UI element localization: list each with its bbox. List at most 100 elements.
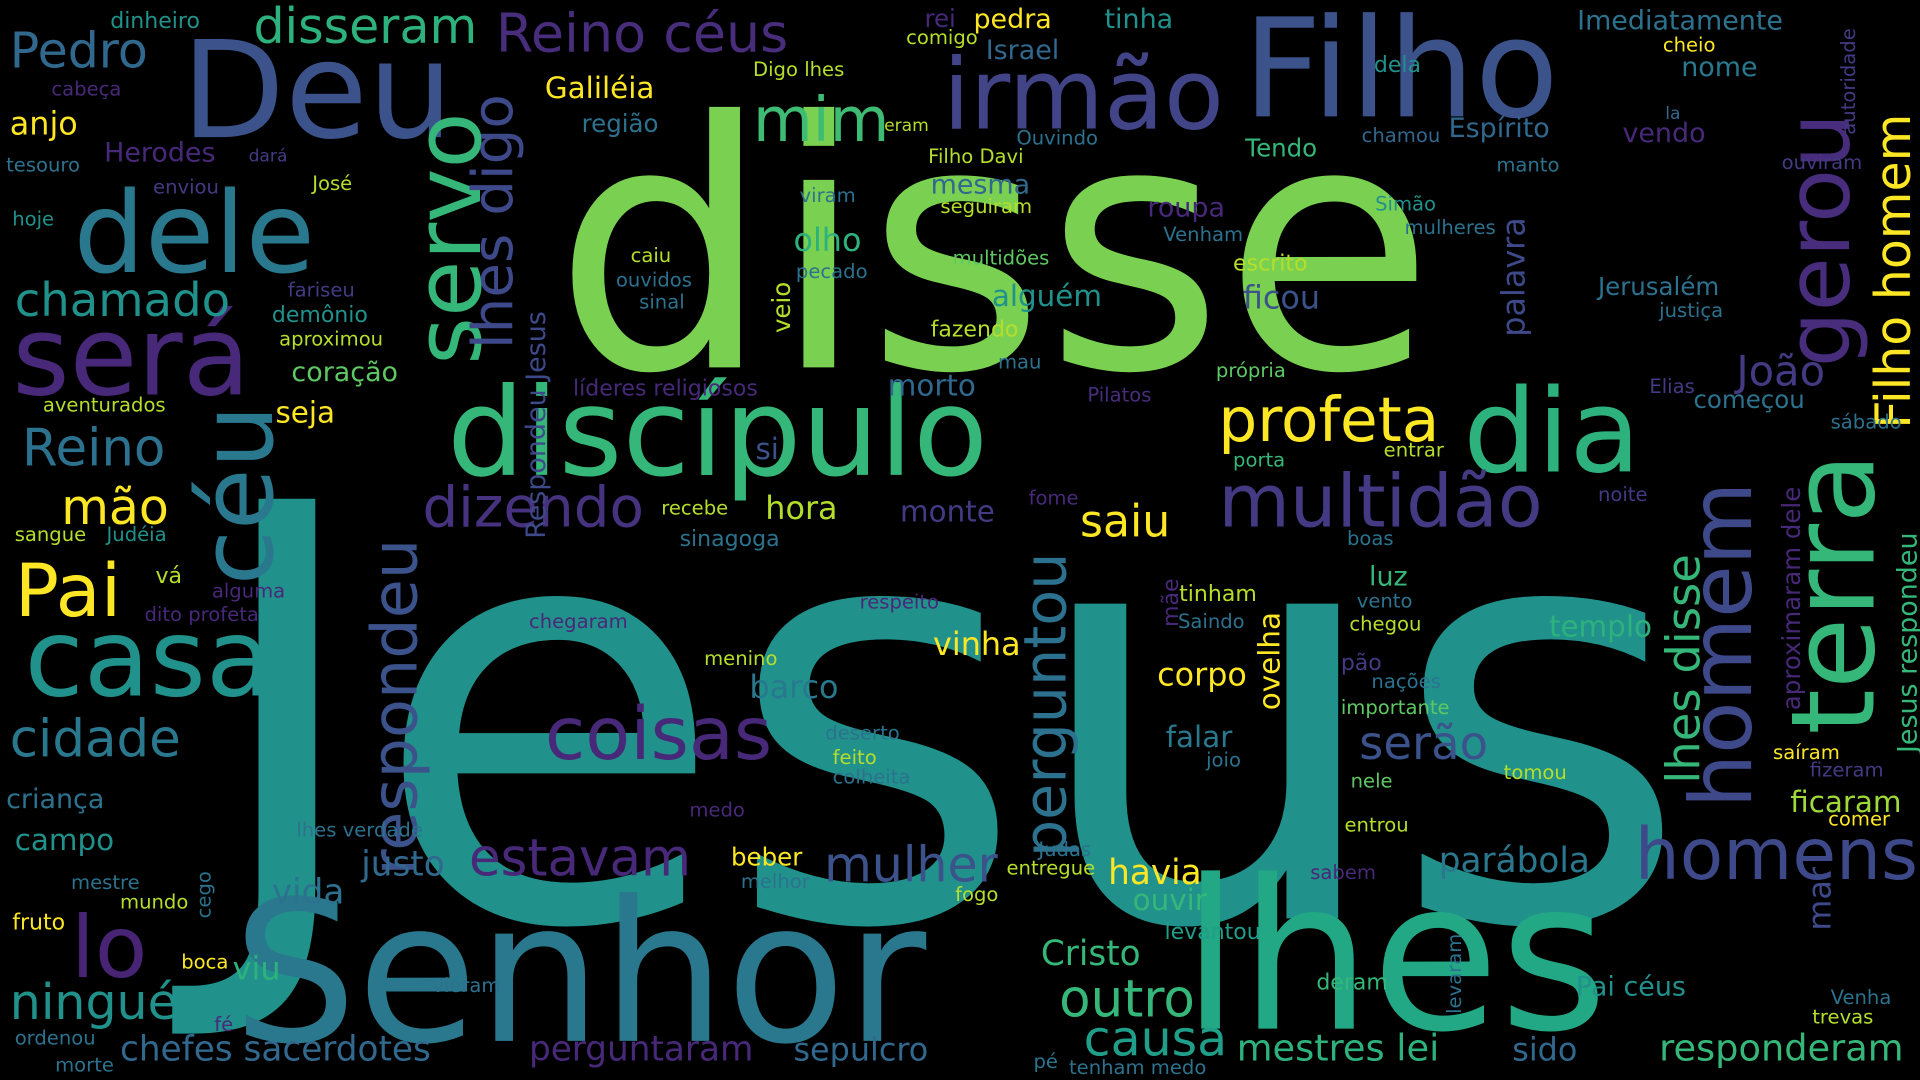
- word-respeito: respeito: [860, 591, 939, 614]
- word-sangue: sangue: [15, 523, 86, 546]
- word-espirito: Espírito: [1449, 113, 1550, 144]
- word-si: si: [756, 432, 779, 466]
- word-nacoes: nações: [1371, 670, 1440, 693]
- word-joio: joio: [1205, 749, 1241, 772]
- word-entrou: entrou: [1344, 813, 1408, 836]
- word-responderam: responderam: [1659, 1026, 1903, 1069]
- word-tendo: Tendo: [1244, 134, 1317, 163]
- word-ceu: céu: [179, 405, 296, 586]
- word-sabem: sabem: [1310, 861, 1376, 884]
- word-seguiram: seguiram: [940, 195, 1032, 218]
- word-boca: boca: [181, 951, 228, 974]
- word-mim: mim: [753, 85, 889, 156]
- word-venham: Venham: [1163, 223, 1243, 246]
- word-filho-davi: Filho Davi: [928, 145, 1023, 168]
- word-ouvidos: ouvidos: [616, 269, 692, 292]
- word-pai-ceus: Pai céus: [1576, 972, 1686, 1003]
- word-reino-ceus: Reino céus: [496, 1, 788, 64]
- word-templo: templo: [1549, 610, 1652, 644]
- word-venha: Venha: [1831, 986, 1892, 1009]
- word-irmao: irmão: [943, 39, 1224, 153]
- word-fruto: fruto: [12, 910, 65, 935]
- word-vendo: vendo: [1622, 118, 1705, 149]
- word-comecou: começou: [1693, 385, 1804, 414]
- word-cabeca: cabeça: [51, 78, 121, 101]
- word-roupa: roupa: [1147, 193, 1225, 224]
- word-casa: casa: [24, 597, 271, 722]
- word-boas: boas: [1347, 527, 1394, 550]
- word-viu: viu: [233, 950, 281, 988]
- word-havia: havia: [1108, 853, 1202, 893]
- word-fizeram: fizeram: [1810, 758, 1884, 781]
- word-sinal: sinal: [639, 291, 685, 314]
- word-israel: Israel: [986, 35, 1060, 66]
- word-morte: morte: [55, 1053, 114, 1076]
- word-respondeu: respondeu: [358, 539, 432, 876]
- word-mesma: mesma: [931, 169, 1031, 200]
- word-la: la: [1665, 104, 1680, 124]
- word-vieram: vieram: [432, 974, 500, 997]
- word-pai: Pai: [15, 549, 121, 634]
- word-saindo: Saindo: [1178, 610, 1245, 633]
- word-noite: noite: [1598, 483, 1648, 506]
- word-perguntou: perguntou: [1010, 553, 1079, 858]
- word-tomou: tomou: [1504, 761, 1567, 784]
- word-veio: veio: [767, 282, 796, 333]
- word-alguma: alguma: [212, 580, 285, 603]
- word-pilatos: Pilatos: [1087, 384, 1151, 407]
- word-tenham-medo: tenham medo: [1069, 1056, 1206, 1079]
- word-enviou: enviou: [153, 175, 219, 198]
- word-dele: dele: [73, 167, 314, 299]
- word-perguntaram: perguntaram: [529, 1029, 753, 1069]
- word-tesouro: tesouro: [6, 153, 80, 176]
- word-ficaram: ficaram: [1790, 785, 1901, 819]
- word-sepulcro: sepulcro: [793, 1030, 928, 1068]
- word-sido: sido: [1512, 1030, 1577, 1068]
- word-aproximou: aproximou: [279, 327, 383, 350]
- word-escrito: escrito: [1233, 252, 1307, 277]
- word-regiao: região: [582, 109, 659, 138]
- word-porta: porta: [1233, 449, 1285, 472]
- word-sinagoga: sinagoga: [680, 527, 780, 552]
- word-manto: manto: [1496, 153, 1559, 176]
- word-senhor: Senhor: [233, 860, 927, 1080]
- word-cristo: Cristo: [1041, 934, 1141, 974]
- word-viram: viram: [800, 184, 856, 207]
- word-morto: morto: [888, 369, 976, 403]
- word-olho: olho: [793, 221, 861, 259]
- word-tinham: tinham: [1179, 582, 1257, 607]
- word-disseram: disseram: [253, 0, 477, 55]
- word-dela: dela: [1374, 53, 1421, 78]
- word-va: vá: [156, 564, 183, 589]
- word-ouvindo: Ouvindo: [1016, 126, 1098, 149]
- word-dizendo: dizendo: [422, 476, 643, 541]
- word-demonio: demônio: [272, 303, 368, 328]
- word-aventurados: aventurados: [43, 393, 166, 416]
- word-chegaram: chegaram: [529, 610, 628, 633]
- word-trevas: trevas: [1812, 1006, 1873, 1029]
- word-fazendo: fazendo: [931, 318, 1019, 343]
- word-comer: comer: [1828, 807, 1891, 830]
- word-multidoes: multidões: [953, 246, 1050, 269]
- word-imediatamente: Imediatamente: [1577, 5, 1783, 36]
- word-outro: outro: [1059, 969, 1195, 1029]
- word-eram: eram: [884, 116, 929, 136]
- word-jose: José: [310, 172, 352, 195]
- word-sabado: sábado: [1831, 411, 1902, 434]
- word-causa: causa: [1084, 1011, 1228, 1068]
- word-justica: justiça: [1658, 299, 1723, 322]
- word-lhes: lhes: [1182, 837, 1608, 1079]
- word-seja: seja: [276, 395, 336, 429]
- word-mau: mau: [998, 351, 1041, 374]
- word-reino: Reino: [22, 418, 165, 478]
- word-lhes-disse: lhes disse: [1657, 554, 1711, 784]
- word-ouvir: ouvir: [1133, 883, 1208, 917]
- word-barco: barco: [749, 668, 838, 706]
- word-fogo: fogo: [955, 883, 998, 906]
- word-chegou: chegou: [1349, 613, 1421, 636]
- word-vida: vida: [272, 873, 345, 913]
- word-multidao: multidão: [1218, 460, 1542, 545]
- word-jesus-respondeu: Jesus respondeu: [1892, 532, 1920, 755]
- word-tinha: tinha: [1104, 4, 1173, 35]
